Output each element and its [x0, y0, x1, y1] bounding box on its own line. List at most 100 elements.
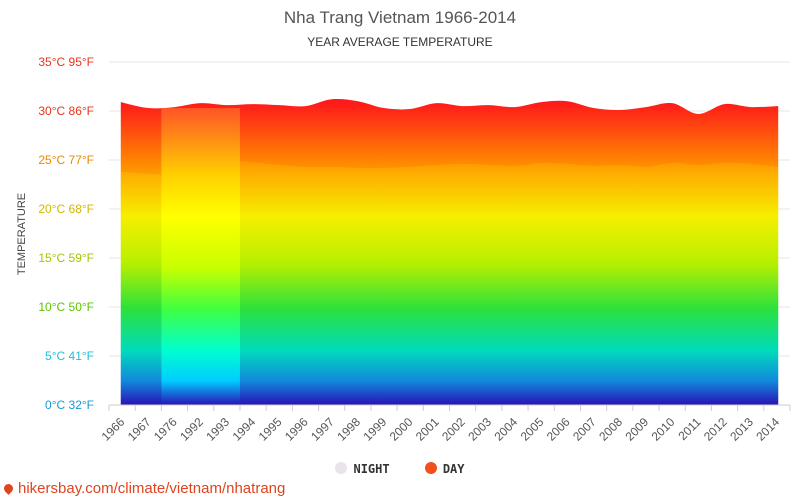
y-tick-label-1: 5°C 41°F [45, 349, 94, 363]
x-tick-label-2011: 2011 [675, 415, 703, 443]
point-day-2009[interactable] [643, 104, 649, 110]
point-day-1999[interactable] [381, 105, 387, 111]
x-tick-label-1993: 1993 [203, 415, 232, 444]
y-axis-title: TEMPERATURE [16, 193, 28, 275]
x-tick-label-2008: 2008 [596, 415, 625, 444]
chart-title: Nha Trang Vietnam 1966-2014 [283, 8, 517, 27]
point-night-1967[interactable] [145, 172, 151, 178]
point-night-1966[interactable] [119, 169, 125, 175]
legend-night-label: NIGHT [353, 462, 390, 476]
point-day-2005[interactable] [538, 99, 544, 105]
point-day-2007[interactable] [591, 105, 597, 111]
y-tick-label-6: 30°C 86°F [38, 104, 94, 118]
point-night-2003[interactable] [486, 162, 492, 168]
point-night-2006[interactable] [564, 161, 570, 167]
point-night-1998[interactable] [355, 165, 361, 171]
source-link[interactable]: hikersbay.com/climate/vietnam/nhatrang [2, 480, 286, 497]
point-night-2011[interactable] [695, 162, 701, 168]
source-url: hikersbay.com/climate/vietnam/nhatrang [18, 480, 286, 497]
point-night-2012[interactable] [722, 160, 728, 166]
point-night-2000[interactable] [407, 164, 413, 170]
point-night-1997[interactable] [329, 164, 335, 170]
x-tick-label-2006: 2006 [544, 415, 573, 444]
x-tick-label-2009: 2009 [622, 415, 651, 444]
point-day-2000[interactable] [407, 106, 413, 112]
point-night-1995[interactable] [276, 162, 282, 168]
point-day-2011[interactable] [695, 111, 701, 117]
x-tick-label-1996: 1996 [282, 415, 311, 444]
point-day-2004[interactable] [512, 104, 518, 110]
point-day-2001[interactable] [433, 100, 439, 106]
point-night-1999[interactable] [381, 165, 387, 171]
point-day-2012[interactable] [722, 101, 728, 107]
series-night-area-1 [239, 160, 779, 405]
y-tick-label-4: 20°C 68°F [38, 202, 94, 216]
x-tick-label-1998: 1998 [334, 415, 363, 444]
point-night-2009[interactable] [643, 164, 649, 170]
x-tick-label-1992: 1992 [177, 415, 206, 444]
y-tick-label-2: 10°C 50°F [38, 300, 94, 314]
point-day-2006[interactable] [564, 98, 570, 104]
point-night-1994[interactable] [250, 158, 256, 164]
legend-night-swatch [335, 462, 348, 474]
point-day-2008[interactable] [617, 107, 623, 113]
x-tick-label-2014: 2014 [753, 415, 782, 444]
legend-day-label: DAY [442, 462, 465, 476]
x-tick-label-2004: 2004 [491, 415, 520, 444]
point-day-1995[interactable] [276, 102, 282, 108]
point-night-2005[interactable] [538, 160, 544, 166]
legend-day-swatch [424, 462, 437, 474]
x-tick-label-1995: 1995 [256, 415, 285, 444]
x-tick-label-2010: 2010 [649, 415, 678, 444]
y-tick-label-0: 0°C 32°F [45, 398, 94, 412]
x-tick-label-1967: 1967 [125, 415, 154, 444]
x-tick-label-2013: 2013 [727, 415, 756, 444]
point-day-1994[interactable] [250, 101, 256, 107]
point-night-2001[interactable] [433, 162, 439, 168]
point-day-1998[interactable] [355, 98, 361, 104]
point-day-2002[interactable] [460, 103, 466, 109]
point-day-1992[interactable] [198, 100, 204, 106]
point-night-2014[interactable] [774, 164, 780, 170]
point-night-2002[interactable] [460, 161, 466, 167]
series-night-gap-fill [161, 108, 240, 405]
chart-subtitle: YEAR AVERAGE TEMPERATURE [307, 35, 493, 49]
location-pin-icon [2, 482, 15, 495]
y-tick-label-5: 25°C 77°F [38, 153, 94, 167]
y-tick-label-7: 35°C 95°F [38, 55, 94, 69]
point-day-1997[interactable] [329, 96, 335, 102]
point-night-2010[interactable] [669, 160, 675, 166]
point-day-1996[interactable] [302, 103, 308, 109]
point-day-1976[interactable] [171, 104, 177, 110]
point-day-1967[interactable] [145, 105, 151, 111]
x-tick-label-2001: 2001 [413, 415, 442, 444]
x-tick-label-1999: 1999 [361, 415, 390, 444]
point-night-2007[interactable] [591, 163, 597, 169]
legend-item-day[interactable]: DAY [424, 462, 465, 476]
point-day-2003[interactable] [486, 102, 492, 108]
x-tick-label-1994: 1994 [230, 415, 259, 444]
point-day-2014[interactable] [774, 103, 780, 109]
point-day-2013[interactable] [748, 104, 754, 110]
point-day-1993[interactable] [224, 102, 230, 108]
point-night-2013[interactable] [748, 161, 754, 167]
legend-item-night[interactable]: NIGHT [335, 462, 390, 476]
series-night-area-0 [120, 171, 162, 405]
chart-legend: NIGHT DAY [0, 462, 800, 476]
x-tick-label-1976: 1976 [151, 415, 180, 444]
point-night-2008[interactable] [617, 162, 623, 168]
point-day-1966[interactable] [119, 99, 125, 105]
x-tick-label-2005: 2005 [518, 415, 547, 444]
x-tick-label-2002: 2002 [439, 415, 468, 444]
point-night-2004[interactable] [512, 163, 518, 169]
x-tick-label-2012: 2012 [701, 415, 730, 444]
point-night-1996[interactable] [302, 164, 308, 170]
x-tick-label-2007: 2007 [570, 415, 599, 444]
x-tick-label-2000: 2000 [387, 415, 416, 444]
x-tick-label-1966: 1966 [99, 415, 128, 444]
x-tick-label-1997: 1997 [308, 415, 337, 444]
x-tick-label-2003: 2003 [465, 415, 494, 444]
point-day-2010[interactable] [669, 100, 675, 106]
y-tick-label-3: 15°C 59°F [38, 251, 94, 265]
